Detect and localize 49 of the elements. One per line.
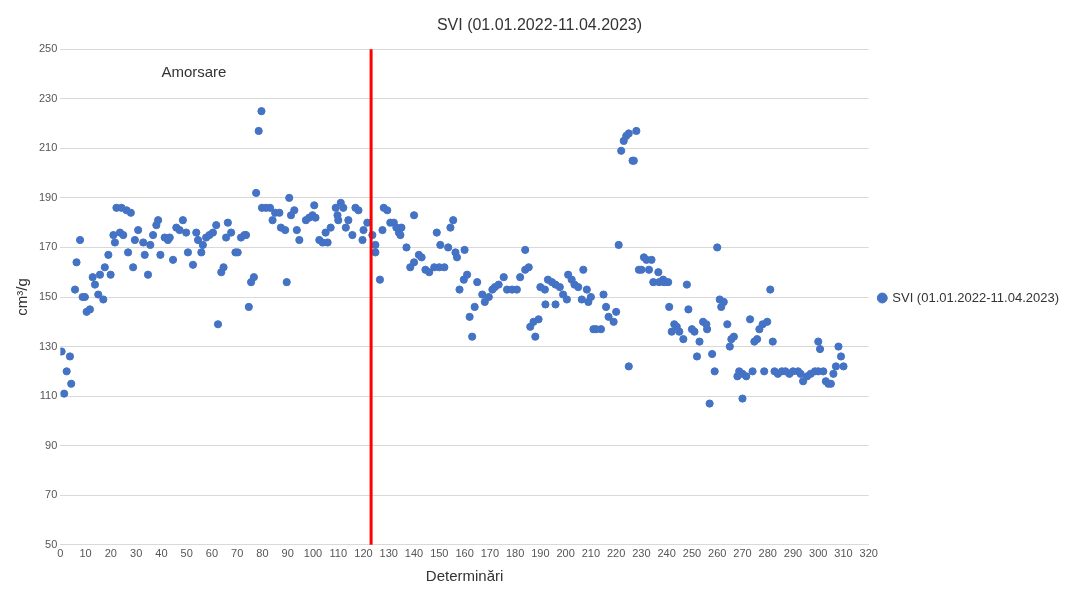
x-tick-label: 300: [809, 547, 828, 560]
x-tick-label: 170: [480, 547, 500, 560]
y-tick-label: 90: [45, 438, 58, 451]
x-tick-label: 200: [556, 547, 575, 560]
x-tick-label: 30: [130, 547, 143, 560]
y-tick-label: 130: [38, 339, 58, 352]
y-axis-title: cm³/g: [13, 278, 31, 316]
x-tick-label: 320: [859, 547, 878, 560]
x-tick-label: 100: [303, 547, 323, 560]
x-tick-label: 120: [354, 547, 373, 560]
y-tick-label: 190: [38, 190, 58, 203]
y-tick-label: 70: [45, 488, 58, 501]
x-tick-label: 50: [180, 547, 193, 560]
x-tick-label: 90: [281, 547, 294, 560]
x-tick-label: 0: [57, 547, 64, 560]
x-tick-label: 290: [783, 547, 803, 560]
x-tick-label: 190: [531, 547, 550, 560]
x-tick-label: 220: [606, 547, 626, 560]
x-tick-label: 270: [733, 547, 752, 560]
x-tick-label: 210: [581, 547, 601, 560]
chart-title: SVI (01.01.2022-11.04.2023): [436, 16, 643, 34]
x-tick-label: 40: [155, 547, 168, 560]
x-tick-label: 20: [104, 547, 118, 560]
x-tick-label: 260: [708, 547, 727, 560]
x-tick-label: 250: [682, 547, 702, 560]
x-tick-label: 110: [329, 547, 348, 560]
legend-label: SVI (01.01.2022-11.04.2023): [892, 289, 1059, 305]
x-tick-label: 240: [657, 547, 676, 560]
x-tick-label: 160: [455, 547, 474, 560]
y-tick-label: 150: [38, 290, 58, 303]
x-tick-label: 10: [79, 547, 92, 560]
x-tick-label: 130: [379, 547, 398, 560]
x-tick-label: 70: [231, 547, 244, 560]
annotation: Amorsare: [161, 63, 227, 81]
y-tick-label: 230: [38, 91, 58, 104]
x-tick-label: 140: [404, 547, 424, 560]
x-axis-title: Determinări: [425, 567, 504, 585]
y-tick-label: 110: [39, 389, 58, 402]
x-tick-label: 60: [205, 547, 219, 560]
y-tick-label: 50: [45, 537, 58, 550]
x-tick-label: 310: [834, 547, 853, 560]
y-tick-label: 250: [38, 42, 58, 55]
y-tick-label: 210: [38, 141, 58, 154]
x-tick-label: 180: [505, 547, 525, 560]
x-tick-label: 150: [430, 547, 449, 560]
y-tick-label: 170: [38, 240, 58, 253]
x-tick-label: 230: [632, 547, 651, 560]
x-tick-label: 280: [758, 547, 777, 560]
x-tick-label: 80: [256, 547, 269, 560]
